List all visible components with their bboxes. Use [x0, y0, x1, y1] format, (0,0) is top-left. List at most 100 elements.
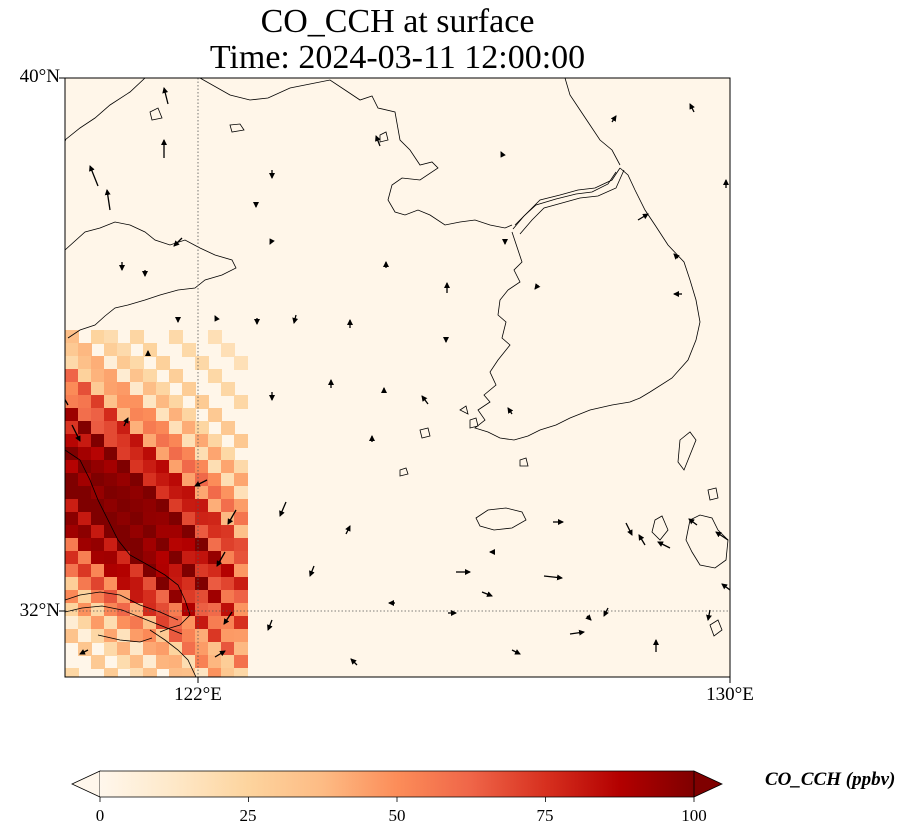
concentration-cell	[130, 330, 144, 344]
concentration-cell	[156, 382, 170, 396]
concentration-cell	[156, 447, 170, 461]
concentration-cell	[169, 460, 183, 474]
wind-arrow	[65, 398, 69, 406]
concentration-cell	[156, 551, 170, 565]
concentration-cell	[117, 551, 131, 565]
concentration-cell	[117, 655, 131, 669]
concentration-cell	[234, 603, 248, 617]
wind-arrow	[481, 591, 493, 597]
concentration-cell	[130, 538, 144, 552]
wind-arrow	[79, 649, 89, 655]
concentration-cell	[195, 603, 209, 617]
concentration-cell	[104, 460, 118, 474]
concentration-cell	[208, 642, 222, 656]
colorbar-tick-label: 50	[388, 806, 406, 825]
concentration-cell	[182, 447, 196, 461]
concentration-cell	[221, 564, 235, 578]
concentration-cell	[65, 616, 79, 630]
concentration-cell	[91, 655, 105, 669]
concentration-cell	[104, 382, 118, 396]
concentration-cell	[65, 668, 79, 677]
concentration-cell	[91, 447, 105, 461]
wind-arrow	[104, 189, 111, 211]
concentration-cell	[156, 356, 170, 370]
wind-arrow	[543, 574, 563, 581]
concentration-cell	[65, 577, 79, 591]
concentration-cell	[143, 473, 157, 487]
concentration-cell	[195, 460, 209, 474]
concentration-cell	[117, 434, 131, 448]
concentration-cell	[195, 538, 209, 552]
concentration-cell	[156, 525, 170, 539]
concentration-cell	[156, 603, 170, 617]
concentration-cell	[221, 460, 235, 474]
concentration-cell	[169, 499, 183, 513]
concentration-cell	[182, 525, 196, 539]
concentration-cell	[117, 356, 131, 370]
concentration-cell	[234, 460, 248, 474]
wind-arrow	[625, 522, 633, 536]
wind-arrow	[71, 424, 81, 442]
concentration-cell	[169, 369, 183, 383]
concentration-cell	[91, 460, 105, 474]
concentration-cell	[65, 486, 79, 500]
concentration-cell	[78, 369, 92, 383]
concentration-cell	[117, 408, 131, 422]
wind-arrow	[350, 658, 358, 666]
concentration-cell	[104, 499, 118, 513]
concentration-cell	[195, 668, 209, 677]
concentration-cell	[221, 642, 235, 656]
concentration-cell	[208, 460, 222, 474]
concentration-cell	[65, 473, 79, 487]
concentration-cell	[234, 434, 248, 448]
concentration-cell	[117, 473, 131, 487]
concentration-cell	[143, 369, 157, 383]
concentration-cell	[156, 460, 170, 474]
concentration-cell	[130, 421, 144, 435]
concentration-cell	[169, 629, 183, 643]
wind-arrow	[610, 115, 617, 123]
concentration-cell	[117, 577, 131, 591]
concentration-cell	[182, 499, 196, 513]
concentration-cell	[117, 538, 131, 552]
concentration-cell	[143, 577, 157, 591]
concentration-cell	[169, 512, 183, 526]
concentration-cell	[130, 668, 144, 677]
concentration-cell	[117, 369, 131, 383]
concentration-cell	[221, 655, 235, 669]
concentration-cell	[169, 616, 183, 630]
concentration-cell	[195, 564, 209, 578]
concentration-cell	[65, 590, 79, 604]
concentration-cell	[195, 499, 209, 513]
concentration-cell	[221, 590, 235, 604]
concentration-cell	[208, 590, 222, 604]
concentration-cell	[78, 421, 92, 435]
concentration-cell	[234, 499, 248, 513]
wind-arrow	[638, 534, 646, 546]
concentration-cell	[182, 343, 196, 357]
concentration-cell	[143, 447, 157, 461]
concentration-cell	[65, 330, 79, 344]
concentration-cell	[208, 434, 222, 448]
concentration-cell	[130, 460, 144, 474]
concentration-cell	[156, 629, 170, 643]
concentration-cell	[195, 551, 209, 565]
concentration-cell	[221, 668, 235, 677]
concentration-cell	[117, 395, 131, 409]
concentration-cell	[104, 551, 118, 565]
wind-arrow	[173, 237, 183, 247]
concentration-cell	[78, 525, 92, 539]
concentration-cell	[104, 356, 118, 370]
concentration-cell	[78, 512, 92, 526]
concentration-cell	[143, 408, 157, 422]
concentration-cell	[156, 499, 170, 513]
concentration-cell	[91, 369, 105, 383]
concentration-cell	[182, 577, 196, 591]
concentration-cell	[182, 460, 196, 474]
concentration-cell	[143, 629, 157, 643]
wind-arrow	[689, 103, 695, 113]
concentration-cell	[104, 642, 118, 656]
concentration-cell	[182, 564, 196, 578]
wind-arrow	[292, 314, 299, 324]
concentration-cell	[104, 512, 118, 526]
